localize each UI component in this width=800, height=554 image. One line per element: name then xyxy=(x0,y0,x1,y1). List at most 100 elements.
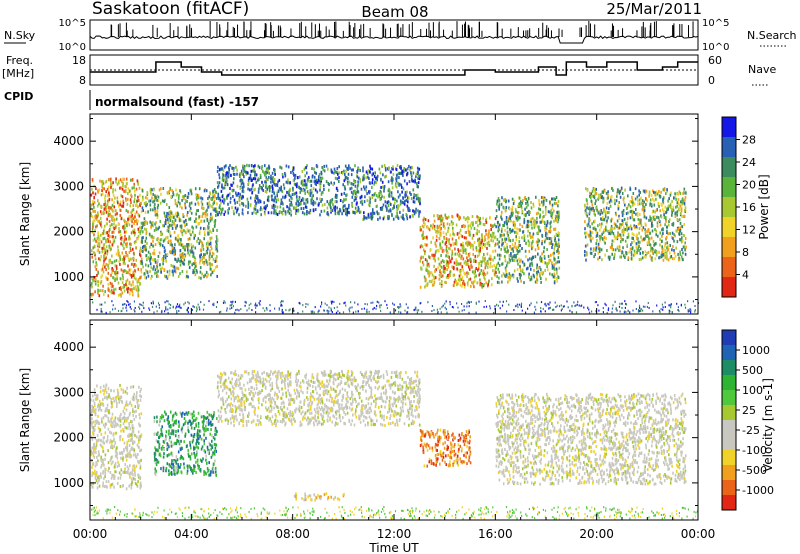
echo-cell xyxy=(124,189,127,193)
echo-cell xyxy=(274,183,276,187)
echo-cell xyxy=(638,189,640,193)
echo-cell xyxy=(327,167,329,171)
echo-cell xyxy=(125,283,127,287)
echo-cell xyxy=(247,187,249,191)
echo-cell xyxy=(302,198,305,201)
echo-cell xyxy=(550,220,552,224)
echo-cell xyxy=(505,216,508,219)
echo-cell xyxy=(273,179,276,183)
echo-cell xyxy=(171,269,174,273)
echo-cell xyxy=(551,262,554,265)
ground-scatter-cell xyxy=(638,304,641,307)
echo-cell xyxy=(304,174,306,178)
echo-cell xyxy=(255,211,257,215)
echo-cell xyxy=(382,173,384,177)
echo-cell xyxy=(320,178,322,181)
echo-cell xyxy=(611,187,614,190)
echo-cell xyxy=(394,201,396,205)
echo-cell xyxy=(454,242,456,246)
echo-cell xyxy=(318,201,320,205)
echo-cell xyxy=(501,274,503,278)
echo-cell xyxy=(555,242,557,246)
echo-cell xyxy=(233,177,235,181)
echo-cell xyxy=(126,242,128,246)
echo-cell xyxy=(485,217,488,221)
echo-cell xyxy=(132,208,135,212)
echo-cell xyxy=(643,200,645,204)
echo-cell xyxy=(551,266,554,270)
echo-cell xyxy=(359,178,361,182)
echo-cell xyxy=(177,196,180,200)
ground-scatter-cell xyxy=(191,309,193,311)
echo-cell xyxy=(257,178,259,182)
echo-cell xyxy=(660,253,663,257)
echo-cell xyxy=(197,201,199,205)
echo-cell xyxy=(540,220,542,224)
echo-cell xyxy=(599,212,601,216)
echo-cell xyxy=(367,213,370,217)
echo-cell xyxy=(342,183,344,187)
ground-scatter-cell xyxy=(379,304,381,307)
echo-cell xyxy=(265,172,267,176)
echo-cell xyxy=(179,204,181,208)
echo-cell xyxy=(557,276,560,280)
echo-cell xyxy=(521,268,524,272)
echo-cell xyxy=(222,186,224,190)
ground-scatter-cell xyxy=(521,309,523,312)
echo-cell xyxy=(152,267,154,271)
echo-cell xyxy=(445,246,448,250)
echo-cell xyxy=(675,246,677,250)
echo-cell xyxy=(439,269,441,272)
echo-cell xyxy=(523,217,526,221)
echo-cell xyxy=(550,212,552,216)
echo-cell xyxy=(589,231,592,235)
echo-cell xyxy=(255,194,257,198)
echo-cell xyxy=(316,197,318,201)
echo-cell xyxy=(139,230,142,234)
echo-cell xyxy=(119,286,122,290)
echo-cell xyxy=(429,256,431,260)
ground-scatter-cell xyxy=(264,309,266,312)
echo-cell xyxy=(348,203,350,207)
echo-cell xyxy=(669,251,671,255)
echo-cell xyxy=(115,177,117,181)
echo-cell xyxy=(210,231,213,234)
echo-cell xyxy=(504,249,506,253)
echo-cell xyxy=(106,239,109,243)
echo-cell xyxy=(508,260,511,264)
echo-cell xyxy=(251,211,254,215)
echo-cell xyxy=(106,252,109,256)
echo-cell xyxy=(176,238,178,242)
echo-cell xyxy=(431,273,434,277)
echo-cell xyxy=(126,182,128,186)
echo-cell xyxy=(118,230,120,234)
echo-cell xyxy=(378,194,381,198)
echo-cell xyxy=(357,205,360,209)
echo-cell xyxy=(146,242,148,245)
echo-cell xyxy=(654,228,656,231)
echo-cell xyxy=(185,218,187,222)
echo-cell xyxy=(550,208,553,212)
echo-cell xyxy=(113,227,116,231)
echo-cell xyxy=(478,250,481,254)
echo-cell xyxy=(364,216,366,220)
echo-cell xyxy=(461,235,464,239)
echo-cell xyxy=(127,197,129,201)
echo-cell xyxy=(232,168,235,172)
echo-cell xyxy=(133,287,136,291)
echo-cell xyxy=(612,248,615,252)
echo-cell xyxy=(641,228,644,232)
echo-cell xyxy=(177,239,179,243)
echo-cell xyxy=(595,246,598,250)
echo-cell xyxy=(605,221,608,225)
echo-cell xyxy=(507,275,509,279)
echo-cell xyxy=(642,237,645,241)
echo-cell xyxy=(490,235,493,239)
echo-cell xyxy=(132,251,135,255)
echo-cell xyxy=(91,187,93,191)
echo-cell xyxy=(451,223,453,227)
echo-cell xyxy=(254,197,256,200)
echo-cell xyxy=(544,207,547,211)
echo-cell xyxy=(468,252,471,256)
echo-cell xyxy=(477,239,479,242)
